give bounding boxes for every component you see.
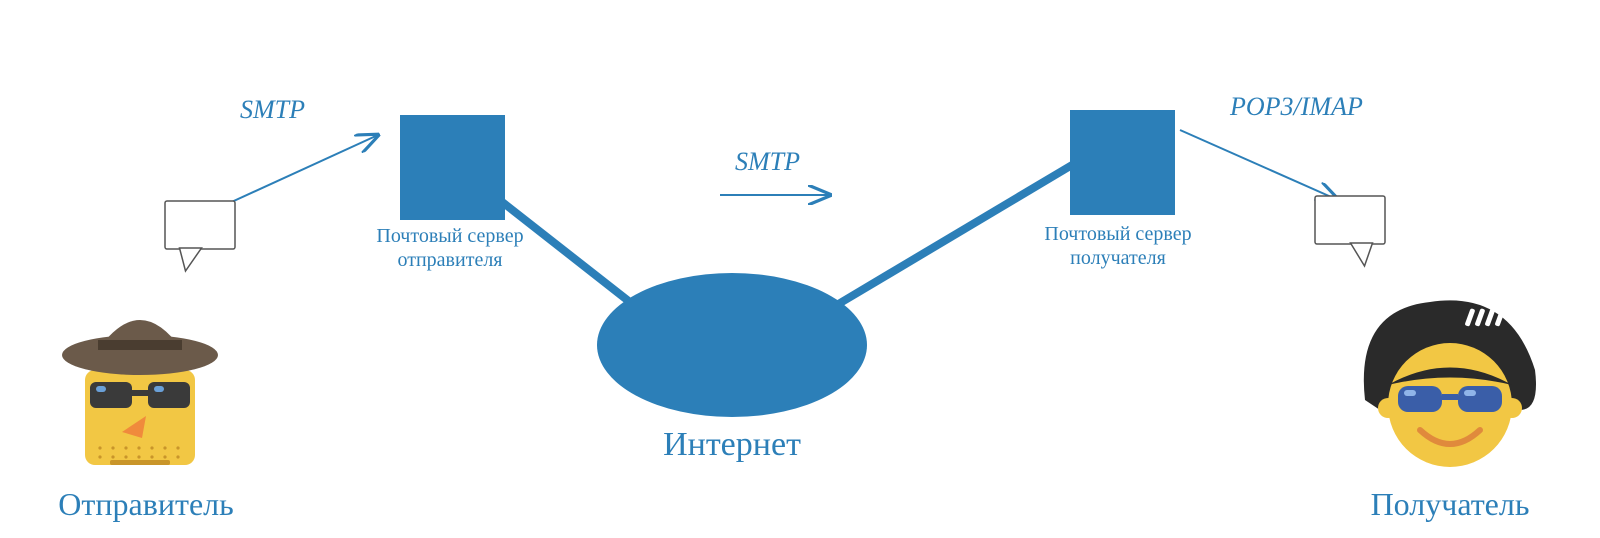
sender-server-node (400, 115, 505, 220)
receiver-avatar-icon (1364, 300, 1536, 467)
receiver-server-node (1070, 110, 1175, 215)
receiver-label: Получатель (1371, 486, 1530, 522)
edge-label-smtp-1: SMTP (240, 95, 305, 124)
sender-message-icon (165, 201, 235, 271)
sender-avatar-icon (62, 320, 218, 465)
edge-label-pop3imap: POP3/IMAP (1229, 92, 1363, 121)
receiver-server-label-2: получателя (1070, 247, 1166, 269)
sender-server-label-2: отправителя (398, 249, 503, 271)
internet-label: Интернет (663, 426, 801, 463)
edge-sender-to-server (225, 135, 378, 205)
edge-label-smtp-2: SMTP (735, 147, 800, 176)
receiver-message-icon (1315, 196, 1385, 266)
edge-server-to-receiver (1180, 130, 1338, 200)
receiver-server-label: Почтовый сервер (1044, 223, 1191, 245)
edge-internet-receiver-server (825, 165, 1072, 312)
internet-node (597, 273, 867, 417)
email-flow-diagram: Интернет Почтовый сервер отправителя Поч… (0, 0, 1600, 538)
sender-server-label: Почтовый сервер (376, 225, 523, 247)
sender-label: Отправитель (58, 486, 233, 522)
